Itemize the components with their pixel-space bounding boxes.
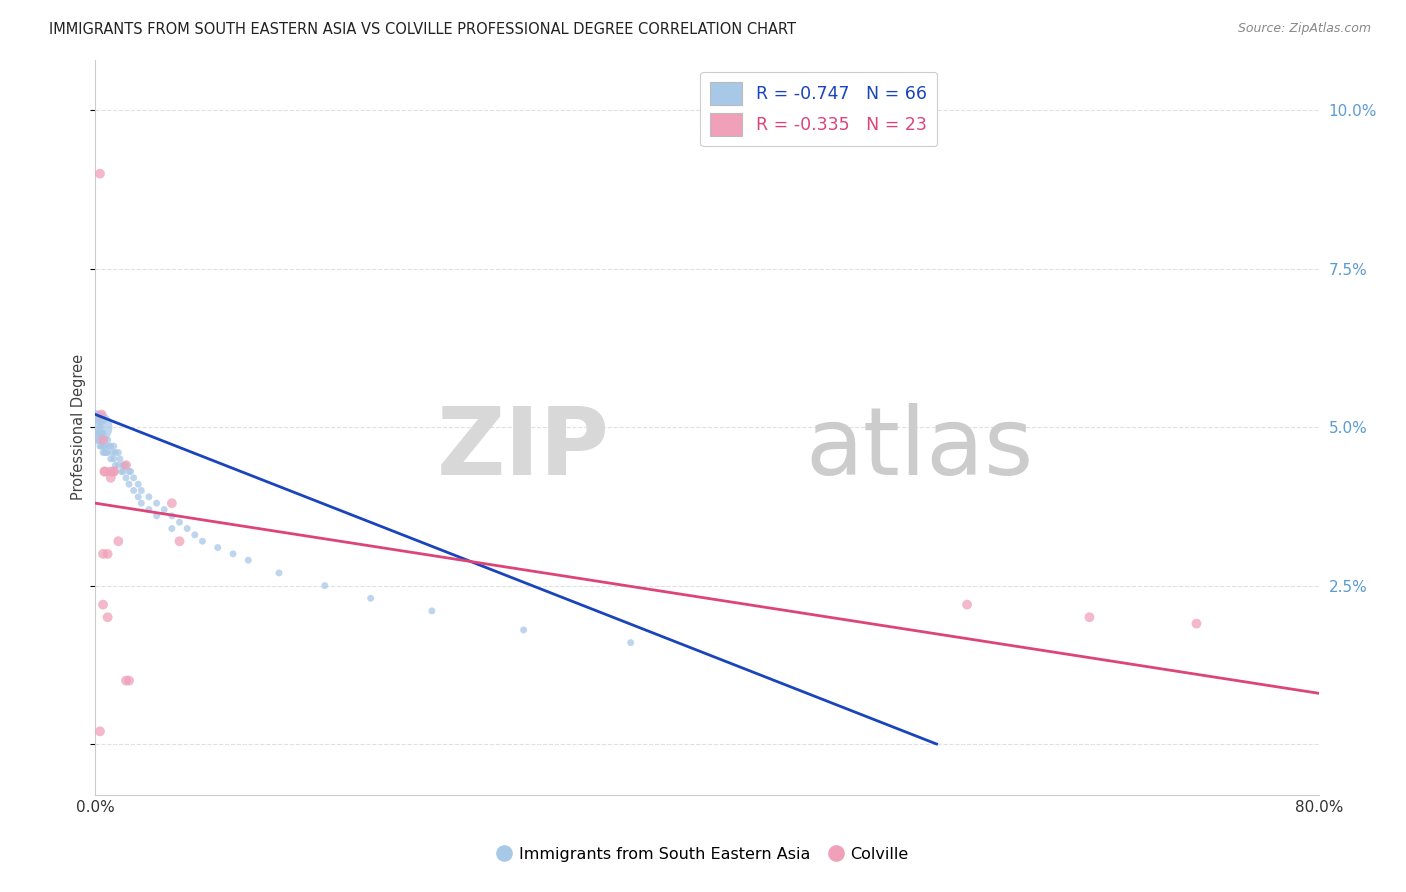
Point (160, 522, 183, 536)
Point (93, 433, 115, 447)
Point (127, 490, 149, 504)
Point (93, 465, 115, 479)
Point (153, 502, 176, 516)
Point (89, 420, 111, 434)
Point (107, 458, 129, 472)
Point (360, 591, 382, 606)
Point (111, 458, 134, 472)
Point (169, 534, 191, 549)
Point (104, 445, 127, 459)
Point (184, 528, 207, 542)
Point (129, 496, 152, 510)
Point (160, 508, 183, 523)
Legend: Immigrants from South Eastern Asia, Colville: Immigrants from South Eastern Asia, Colv… (492, 840, 914, 868)
Point (138, 490, 160, 504)
Point (107, 445, 129, 459)
Point (97, 433, 120, 447)
Point (97, 445, 120, 459)
Point (114, 458, 136, 472)
Point (512, 623, 534, 637)
Point (100, 465, 122, 479)
Point (115, 673, 138, 688)
Point (90, 408, 112, 422)
Point (89, 426, 111, 441)
Point (91, 547, 114, 561)
Point (87, 414, 110, 428)
Point (84, 420, 107, 434)
Point (314, 578, 336, 592)
Point (122, 483, 145, 498)
Point (115, 458, 138, 472)
Point (90, 439, 112, 453)
Point (104, 458, 127, 472)
Point (138, 502, 160, 516)
Legend: R = -0.747   N = 66, R = -0.335   N = 23: R = -0.747 N = 66, R = -0.335 N = 23 (700, 72, 936, 146)
Point (176, 522, 198, 536)
Point (90, 426, 112, 441)
Point (120, 465, 142, 479)
Point (100, 439, 122, 453)
Point (91, 426, 114, 441)
Point (103, 465, 125, 479)
Point (107, 534, 129, 549)
Point (1185, 616, 1208, 631)
Point (91, 433, 114, 447)
Point (103, 465, 125, 479)
Point (91, 598, 114, 612)
Point (100, 451, 122, 466)
Point (145, 496, 167, 510)
Point (115, 458, 138, 472)
Text: atlas: atlas (806, 403, 1033, 495)
Text: ZIP: ZIP (436, 403, 609, 495)
Point (160, 496, 183, 510)
Point (97, 610, 120, 624)
Point (111, 465, 134, 479)
Point (127, 477, 149, 491)
Point (207, 541, 229, 555)
Point (620, 635, 643, 649)
Point (94, 439, 117, 453)
Point (118, 465, 141, 479)
Point (91, 445, 114, 459)
Point (145, 508, 167, 523)
Point (91, 414, 114, 428)
Y-axis label: Professional Degree: Professional Degree (72, 354, 86, 500)
Point (118, 673, 141, 688)
Point (94, 445, 117, 459)
Point (122, 471, 145, 485)
Point (89, 724, 111, 739)
Point (89, 439, 111, 453)
Point (98, 439, 121, 453)
Point (100, 471, 122, 485)
Point (93, 465, 115, 479)
Point (1078, 610, 1101, 624)
Point (86, 426, 108, 441)
Point (91, 439, 114, 453)
Point (108, 451, 131, 466)
Point (956, 598, 979, 612)
Point (97, 547, 120, 561)
Point (93, 445, 115, 459)
Point (129, 483, 152, 498)
Point (115, 471, 138, 485)
Text: Source: ZipAtlas.com: Source: ZipAtlas.com (1237, 22, 1371, 36)
Point (222, 547, 245, 561)
Point (87, 433, 110, 447)
Point (89, 167, 111, 181)
Point (110, 465, 132, 479)
Point (103, 439, 125, 453)
Point (267, 566, 290, 580)
Point (420, 604, 443, 618)
Text: IMMIGRANTS FROM SOUTH EASTERN ASIA VS COLVILLE PROFESSIONAL DEGREE CORRELATION C: IMMIGRANTS FROM SOUTH EASTERN ASIA VS CO… (49, 22, 796, 37)
Point (238, 553, 260, 567)
Point (118, 477, 141, 491)
Point (101, 445, 124, 459)
Point (86, 408, 108, 422)
Point (103, 451, 125, 466)
Point (191, 534, 214, 549)
Point (169, 515, 191, 529)
